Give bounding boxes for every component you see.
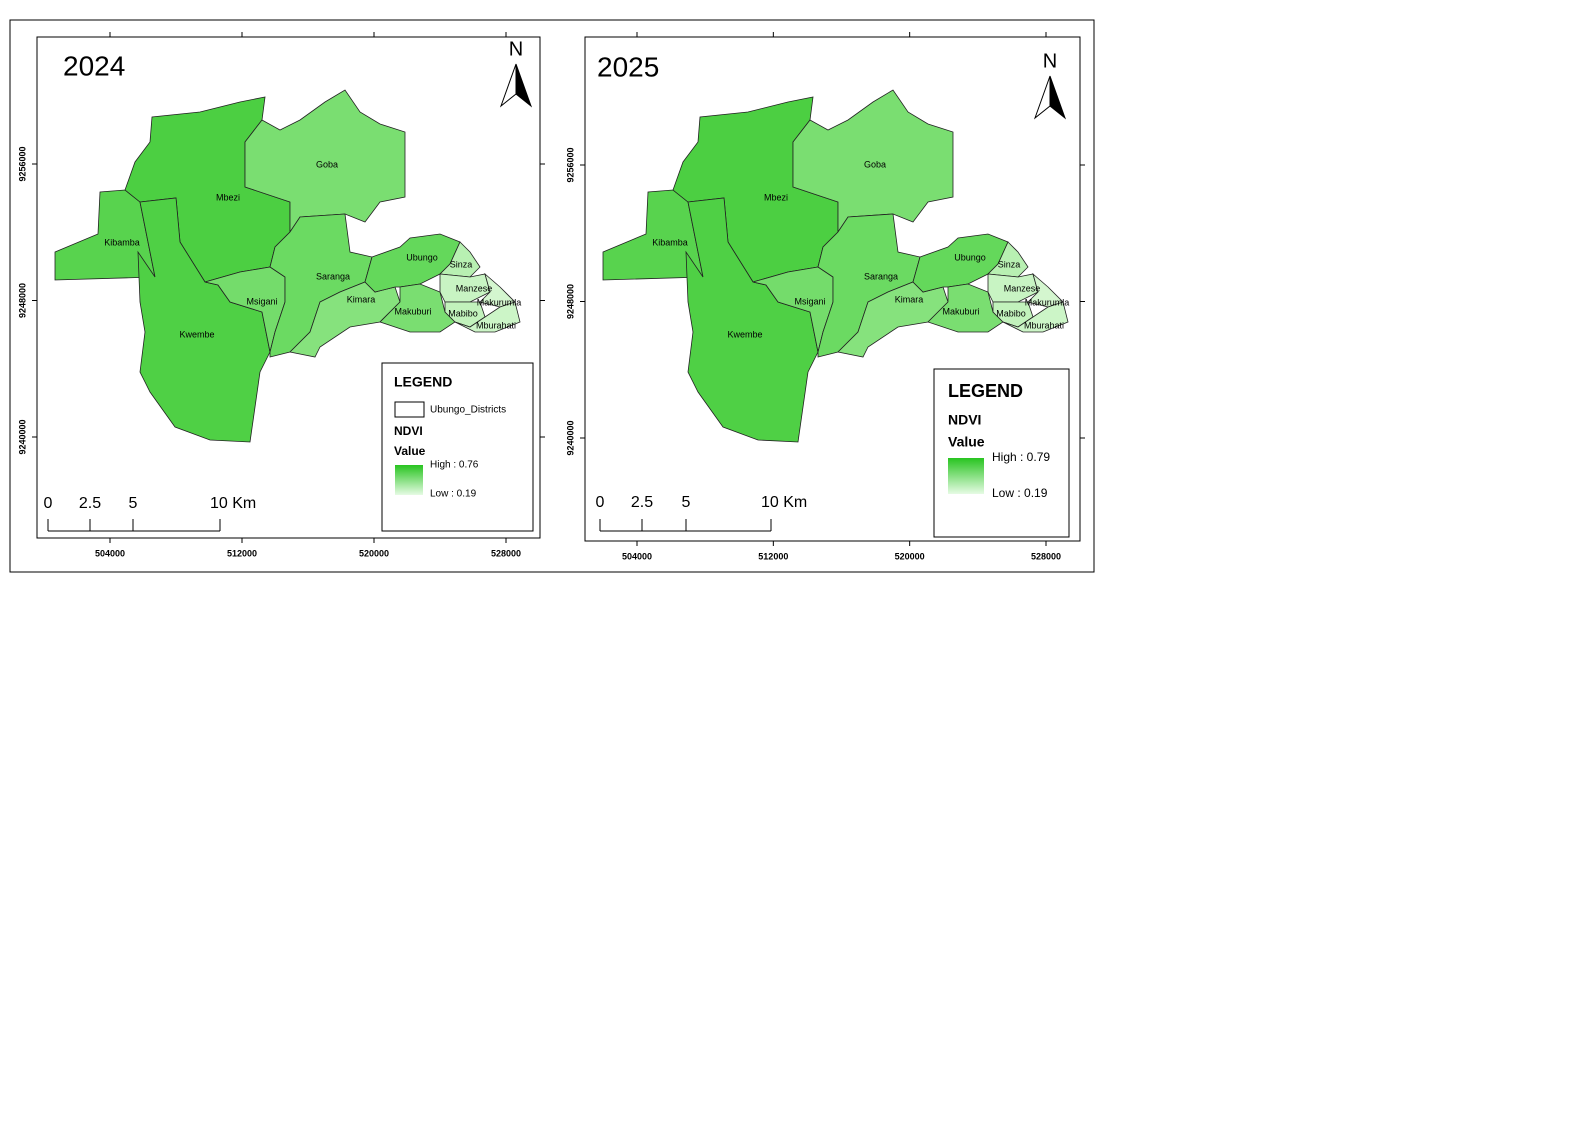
scale-label: 0 (44, 495, 53, 512)
district-label: Sinza (450, 259, 473, 269)
district-label: Mburahati (476, 320, 516, 330)
north-label: N (1043, 50, 1057, 72)
district-label: Goba (864, 159, 886, 169)
district-label: Kwembe (179, 329, 214, 339)
district-label: Manzese (1004, 283, 1041, 293)
district-label: Makurumla (1025, 297, 1070, 307)
legend-title: LEGEND (948, 381, 1023, 401)
y-tick-label: 9248000 (17, 283, 27, 318)
legend-gradient (395, 465, 423, 495)
scale-label: 10 Km (210, 495, 256, 512)
district-label: Kimara (347, 294, 376, 304)
district-label: Mbezi (216, 192, 240, 202)
scale-label: 10 Km (761, 494, 807, 511)
legend-box (933, 368, 1070, 538)
district-label: Goba (316, 159, 338, 169)
legend-value: Value (948, 434, 985, 450)
district-label: Manzese (456, 283, 493, 293)
district-label: Mabibo (448, 308, 478, 318)
x-tick-label: 512000 (227, 548, 257, 558)
legend-low: Low : 0.19 (430, 489, 477, 500)
map-panel: Kibamba Mbezi Goba Kwembe Msigani Saranga Kima… (565, 32, 1085, 561)
district-label: Saranga (316, 271, 350, 281)
x-tick-label: 504000 (95, 548, 125, 558)
legend-field: NDVI (394, 424, 423, 438)
district-label: Ubungo (954, 252, 986, 262)
x-tick-label: 520000 (359, 548, 389, 558)
district-label: Msigani (794, 296, 825, 306)
district-label: Kwembe (727, 329, 762, 339)
scale-label: 0 (596, 494, 605, 511)
x-tick-label: 528000 (491, 548, 521, 558)
map-title: 2024 (63, 50, 125, 81)
y-tick-label: 9240000 (565, 420, 575, 455)
north-arrow (515, 63, 533, 108)
district-label: Mburahati (1024, 320, 1064, 330)
district-label: Kibamba (104, 237, 140, 247)
x-tick-label: 512000 (758, 551, 788, 561)
legend-value: Value (394, 444, 426, 458)
north-label: N (509, 38, 523, 60)
district-label: Saranga (864, 271, 898, 281)
legend-high: High : 0.76 (430, 460, 479, 471)
scale-label: 5 (682, 494, 691, 511)
district-label: Mabibo (996, 308, 1026, 318)
legend-box (381, 362, 534, 532)
scale-label: 5 (129, 495, 138, 512)
y-tick-label: 9256000 (565, 147, 575, 182)
district-label: Ubungo (406, 252, 438, 262)
x-tick-label: 528000 (1031, 551, 1061, 561)
y-tick-label: 9256000 (17, 146, 27, 181)
legend-high: High : 0.79 (992, 450, 1050, 464)
district-label: Makuburi (942, 306, 979, 316)
legend-title: LEGEND (394, 374, 452, 390)
district-label: Makurumla (477, 297, 522, 307)
district-label: Mbezi (764, 192, 788, 202)
x-tick-label: 520000 (895, 551, 925, 561)
map-panel: Kibamba Mbezi Goba Kwembe Msigani Saranga Kima… (17, 32, 545, 558)
scale-label: 2.5 (79, 495, 101, 512)
y-tick-label: 9240000 (17, 419, 27, 454)
y-tick-label: 9248000 (565, 284, 575, 319)
map-title: 2025 (597, 51, 659, 82)
district-label: Makuburi (394, 306, 431, 316)
legend-layer: Ubungo_Districts (430, 405, 506, 416)
north-arrow (1049, 75, 1067, 120)
district-label: Msigani (246, 296, 277, 306)
legend-swatch (394, 401, 425, 418)
district-label: Kibamba (652, 237, 688, 247)
legend-field: NDVI (948, 412, 981, 428)
district-label: Sinza (998, 259, 1021, 269)
district-label: Kimara (895, 294, 924, 304)
legend-low: Low : 0.19 (992, 486, 1048, 500)
x-tick-label: 504000 (622, 551, 652, 561)
legend-gradient (948, 458, 984, 494)
page-frame (9, 19, 1095, 573)
scale-label: 2.5 (631, 494, 653, 511)
